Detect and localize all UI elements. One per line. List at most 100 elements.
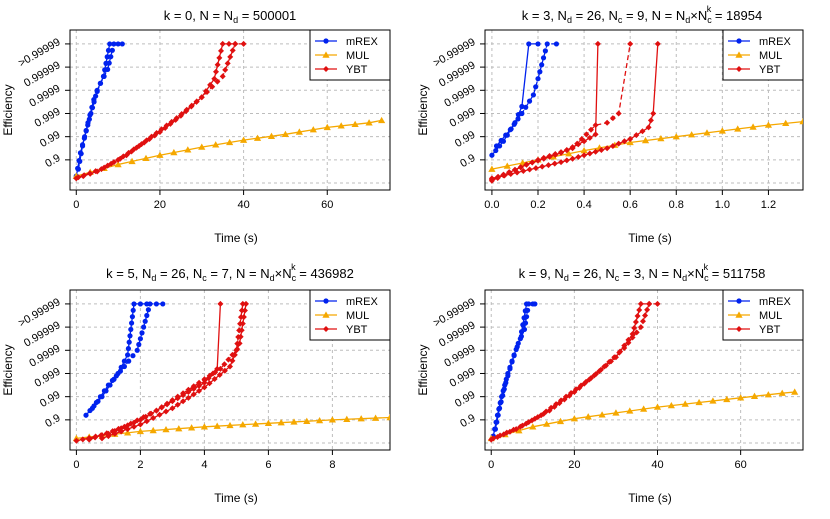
series-line: [76, 119, 382, 177]
data-point: [108, 54, 114, 60]
data-point: [532, 165, 539, 172]
data-point: [799, 117, 803, 125]
data-point: [546, 152, 553, 159]
data-point: [104, 162, 111, 169]
data-point: [626, 138, 634, 146]
data-point: [125, 352, 131, 358]
data-point: [169, 405, 176, 412]
data-point: [503, 162, 511, 169]
data-point: [672, 133, 680, 140]
legend-entry: YBT: [346, 64, 368, 76]
data-point: [639, 128, 646, 135]
data-point: [535, 76, 541, 82]
data-point: [526, 98, 533, 104]
data-point: [173, 115, 180, 122]
series-mrex: [489, 41, 560, 158]
data-point: [570, 415, 578, 422]
data-point: [267, 132, 276, 139]
data-point: [107, 41, 113, 47]
data-point: [764, 391, 772, 398]
data-point: [606, 358, 613, 365]
data-point: [615, 140, 622, 147]
legend-entry: MUL: [759, 50, 782, 62]
data-point: [141, 324, 147, 330]
data-point: [239, 320, 246, 327]
legend-marker: [323, 326, 329, 332]
data-point: [598, 147, 605, 153]
x-tick-label: 0.6: [623, 199, 638, 211]
data-point: [109, 47, 115, 53]
data-point: [490, 435, 497, 442]
data-point: [634, 312, 641, 319]
data-point: [513, 346, 519, 353]
data-point: [252, 420, 260, 427]
data-point: [124, 429, 132, 436]
data-point: [507, 170, 514, 177]
data-point: [503, 132, 509, 138]
series-mrex: [73, 41, 125, 179]
data-point: [515, 340, 521, 346]
legend-marker: [323, 298, 329, 304]
data-point: [240, 40, 247, 47]
data-point: [147, 410, 153, 417]
data-point: [180, 390, 187, 397]
legend: mREX MUL YBT: [722, 29, 804, 81]
data-point: [123, 152, 130, 159]
legend-entry: mREX: [759, 296, 791, 308]
data-point: [162, 425, 170, 433]
series-ybt: [488, 300, 661, 443]
data-point: [140, 414, 147, 421]
data-point: [158, 126, 165, 133]
data-point: [535, 156, 541, 163]
data-point: [105, 433, 112, 440]
data-point: [163, 408, 169, 415]
data-point: [501, 386, 507, 392]
data-point: [201, 384, 208, 391]
data-point: [523, 161, 530, 168]
data-point: [633, 329, 640, 336]
data-point: [509, 359, 515, 365]
data-point: [520, 168, 527, 175]
legend-entry: mREX: [346, 296, 378, 308]
data-point: [612, 409, 620, 416]
data-point: [131, 301, 137, 307]
legend-entry: MUL: [346, 310, 369, 322]
data-point: [188, 102, 195, 109]
data-point: [539, 163, 546, 170]
data-point: [253, 134, 262, 141]
data-point: [136, 341, 142, 348]
data-point: [277, 419, 285, 426]
legend-entry: MUL: [346, 50, 369, 62]
data-point: [526, 301, 532, 307]
data-point: [616, 349, 623, 356]
legend-marker: [736, 298, 742, 304]
data-point: [604, 119, 611, 126]
data-point: [185, 386, 192, 393]
data-point: [791, 388, 799, 395]
data-point: [99, 435, 105, 442]
data-point: [227, 53, 234, 60]
data-point: [494, 419, 500, 425]
data-point: [121, 363, 127, 370]
data-point: [378, 116, 386, 124]
series-ybt: [488, 40, 661, 184]
data-point: [506, 169, 513, 176]
data-point: [578, 135, 585, 142]
series-ybt: [73, 300, 249, 444]
data-point: [586, 134, 593, 141]
data-point: [133, 144, 140, 151]
x-tick-label: 0.8: [669, 199, 684, 211]
data-point: [109, 377, 115, 384]
data-point: [540, 55, 547, 61]
data-point: [77, 158, 83, 165]
data-point: [653, 403, 662, 410]
data-point: [93, 399, 99, 406]
data-point: [236, 340, 243, 347]
data-point: [121, 358, 127, 364]
data-point: [216, 371, 223, 378]
data-point: [295, 128, 303, 135]
series-line: [77, 43, 123, 170]
data-point: [164, 400, 171, 407]
data-point: [184, 146, 192, 153]
data-point: [142, 318, 148, 324]
